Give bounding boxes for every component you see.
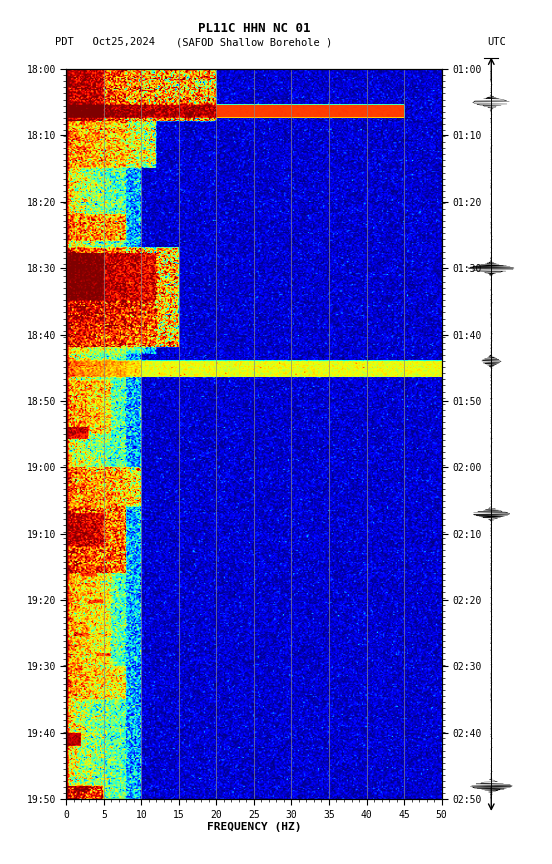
Text: UTC: UTC — [487, 37, 506, 48]
Text: (SAFOD Shallow Borehole ): (SAFOD Shallow Borehole ) — [176, 37, 332, 48]
Text: PDT   Oct25,2024: PDT Oct25,2024 — [55, 37, 155, 48]
Text: PL11C HHN NC 01: PL11C HHN NC 01 — [198, 22, 310, 35]
X-axis label: FREQUENCY (HZ): FREQUENCY (HZ) — [206, 823, 301, 832]
